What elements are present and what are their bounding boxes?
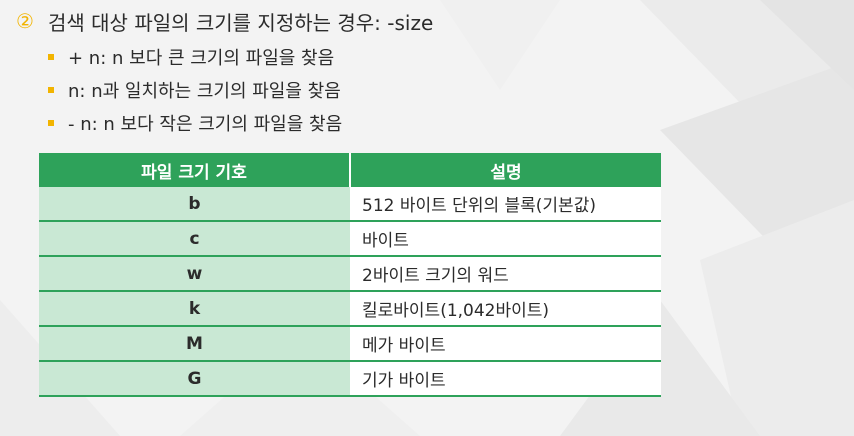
square-bullet-icon — [48, 53, 54, 60]
square-bullet-icon — [48, 86, 54, 93]
bullet-text: - n: n 보다 작은 크기의 파일을 찾음 — [68, 113, 343, 135]
heading-text: 검색 대상 파일의 크기를 지정하는 경우: -size — [48, 10, 434, 35]
description-cell: 메가 바이트 — [350, 326, 661, 362]
symbol-cell: w — [39, 256, 350, 292]
description-cell: 바이트 — [350, 221, 661, 257]
description-cell: 킬로바이트(1,042바이트) — [350, 291, 661, 327]
square-bullet-icon — [48, 119, 54, 126]
symbol-cell: M — [39, 326, 350, 362]
size-symbol-table: 파일 크기 기호 설명 b 512 바이트 단위의 블록(기본값) c 바이트 … — [39, 153, 661, 397]
symbol-cell: G — [39, 361, 350, 397]
section-heading: ② 검색 대상 파일의 크기를 지정하는 경우: -size — [14, 6, 433, 36]
table-row: k 킬로바이트(1,042바이트) — [39, 291, 661, 327]
bullet-item: n: n과 일치하는 크기의 파일을 찾음 — [48, 73, 342, 106]
bullet-text: + n: n 보다 큰 크기의 파일을 찾음 — [68, 47, 335, 69]
table-row: G 기가 바이트 — [39, 361, 661, 397]
description-cell: 기가 바이트 — [350, 361, 661, 397]
table-header-row: 파일 크기 기호 설명 — [39, 153, 661, 187]
table-row: c 바이트 — [39, 221, 661, 257]
description-cell: 512 바이트 단위의 블록(기본값) — [350, 187, 661, 222]
table-row: b 512 바이트 단위의 블록(기본값) — [39, 187, 661, 222]
table-row: w 2바이트 크기의 워드 — [39, 256, 661, 292]
bullet-text: n: n과 일치하는 크기의 파일을 찾음 — [68, 80, 341, 102]
bullet-item: - n: n 보다 작은 크기의 파일을 찾음 — [48, 106, 342, 139]
bullet-item: + n: n 보다 큰 크기의 파일을 찾음 — [48, 40, 342, 73]
header-description: 설명 — [350, 153, 661, 187]
description-cell: 2바이트 크기의 워드 — [350, 256, 661, 292]
circled-number: ② — [16, 9, 34, 33]
symbol-cell: b — [39, 187, 350, 222]
bullet-list: + n: n 보다 큰 크기의 파일을 찾음 n: n과 일치하는 크기의 파일… — [48, 40, 342, 139]
symbol-cell: k — [39, 291, 350, 327]
symbol-cell: c — [39, 221, 350, 257]
header-symbol: 파일 크기 기호 — [39, 153, 351, 187]
table-row: M 메가 바이트 — [39, 326, 661, 362]
